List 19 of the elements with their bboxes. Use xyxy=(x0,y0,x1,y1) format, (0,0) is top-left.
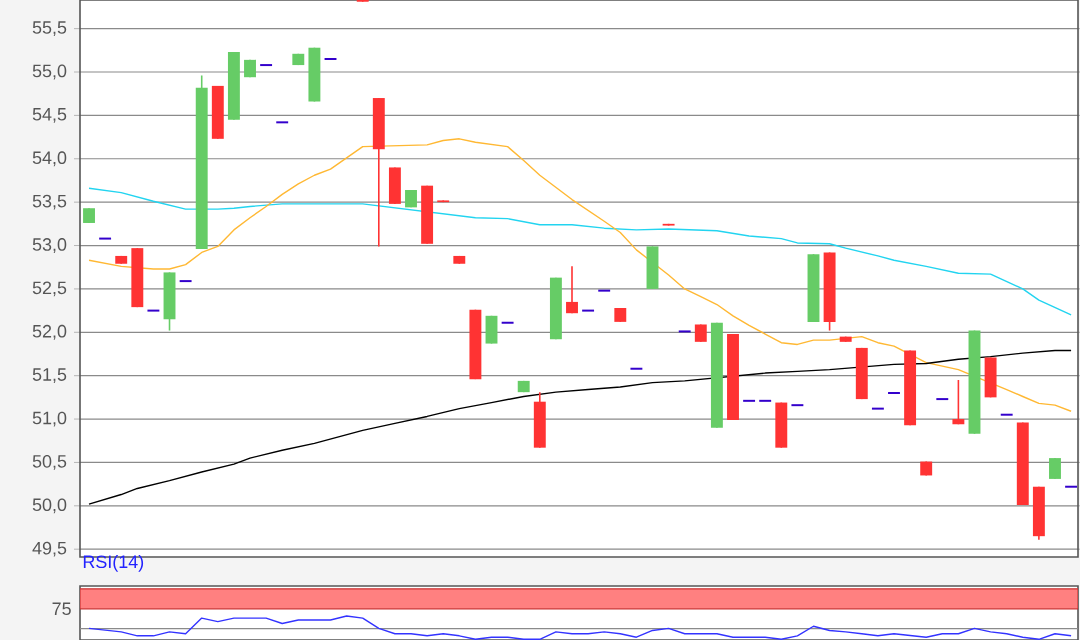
y-tick-label: 53,0 xyxy=(32,238,67,253)
y-tick-label: 52,0 xyxy=(32,324,67,340)
candlestick xyxy=(1049,457,1061,480)
line-series xyxy=(88,349,1072,505)
y-tick-label: 54,5 xyxy=(32,108,67,123)
y-tick-label: 51,0 xyxy=(32,411,67,427)
y-tick-label: 49,5 xyxy=(32,541,67,557)
candlestick xyxy=(952,379,965,426)
y-tick-label: 50,0 xyxy=(32,498,67,514)
y-tick-label: 54,0 xyxy=(32,151,67,167)
y-tick-label: 52,5 xyxy=(32,281,67,297)
y-tick-label: 55,0 xyxy=(32,64,67,80)
text: 75 xyxy=(52,602,71,616)
y-tick-label: 55,5 xyxy=(32,21,67,36)
y-tick-label: 50,5 xyxy=(32,455,67,470)
y-tick-label: 51,5 xyxy=(32,368,67,383)
chart-title: RSI(14) xyxy=(83,554,144,572)
candlestick xyxy=(566,265,578,314)
y-tick-label: 53,5 xyxy=(32,194,67,210)
